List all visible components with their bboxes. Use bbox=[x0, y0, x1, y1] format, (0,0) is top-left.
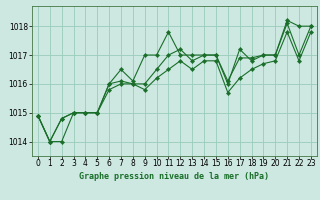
X-axis label: Graphe pression niveau de la mer (hPa): Graphe pression niveau de la mer (hPa) bbox=[79, 172, 269, 181]
